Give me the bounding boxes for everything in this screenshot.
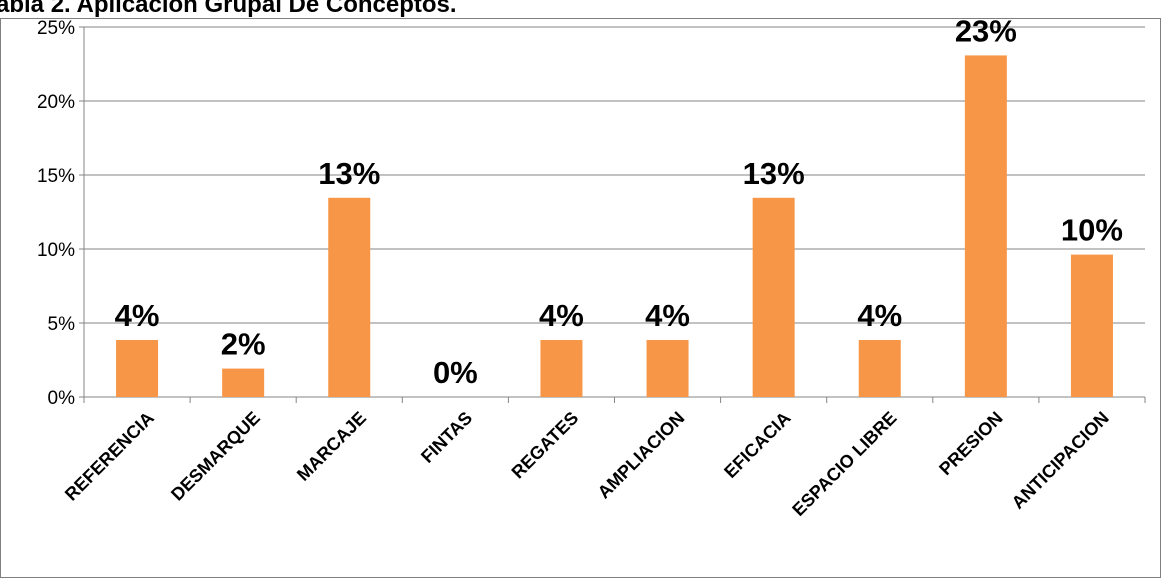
bar (116, 340, 159, 397)
bar (328, 197, 371, 397)
chart-frame (0, 18, 1161, 578)
data-label: 10% (1061, 213, 1123, 248)
chart-title: abla 2. Aplicación Grupal De Conceptos. (0, 0, 457, 18)
x-tick-label: ESPACIO LIBRE (788, 408, 900, 520)
x-tick-label: AMPLIACION (594, 408, 689, 503)
x-tick-label: DESMARQUE (167, 408, 264, 505)
bar (540, 340, 583, 397)
y-tick-label: 25% (37, 18, 75, 39)
x-tick-label: REFERENCIA (61, 408, 158, 505)
bar (646, 340, 689, 397)
x-tick-label: REGATES (508, 408, 583, 483)
bar (222, 368, 265, 397)
x-tick-label: MARCAJE (293, 408, 370, 485)
x-tick-label: PRESION (935, 408, 1006, 479)
data-label: 23% (955, 13, 1017, 48)
bar (858, 340, 901, 397)
bar (964, 55, 1007, 397)
bar (752, 197, 795, 397)
x-tick-label: FINTAS (417, 408, 476, 467)
y-tick-label: 5% (48, 314, 76, 335)
y-tick-label: 10% (37, 240, 75, 261)
data-label: 2% (221, 327, 266, 362)
y-tick-label: 20% (37, 92, 75, 113)
data-label: 13% (743, 156, 805, 191)
data-label: 13% (318, 156, 380, 191)
data-label: 4% (115, 298, 160, 333)
data-label: 4% (857, 298, 902, 333)
y-tick-label: 0% (48, 388, 76, 409)
y-tick-label: 15% (37, 166, 75, 187)
data-label: 0% (433, 355, 478, 390)
bar (1070, 254, 1113, 397)
x-tick-label: EFICACIA (720, 408, 794, 482)
data-label: 4% (645, 298, 690, 333)
data-label: 4% (539, 298, 584, 333)
x-tick-label: ANTICIPACION (1008, 408, 1113, 513)
